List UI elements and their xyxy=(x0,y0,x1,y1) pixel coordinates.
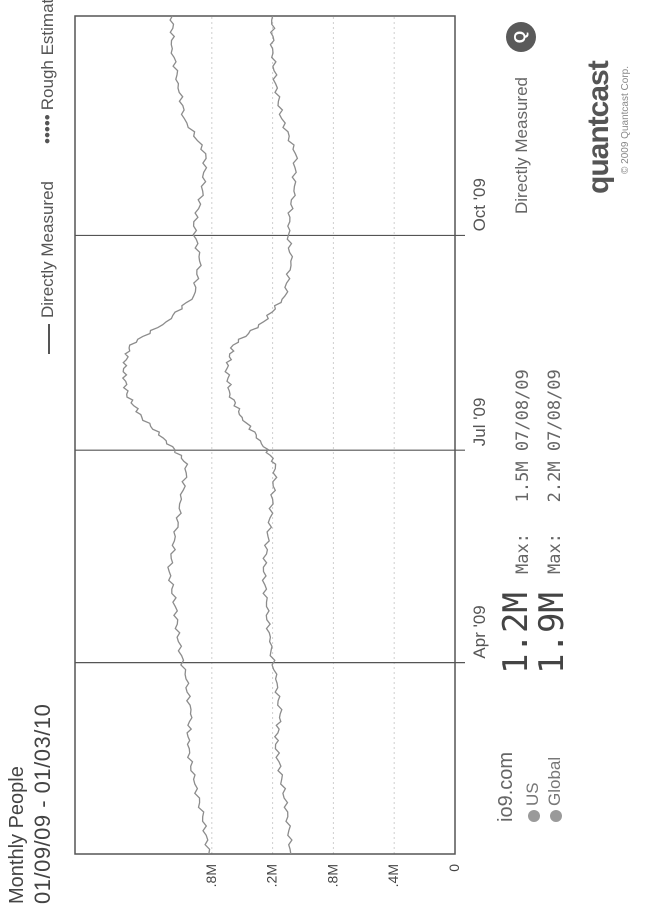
us-max-label: Max: xyxy=(513,533,533,574)
y-tick-label-4: 0 xyxy=(446,864,462,872)
global-value: 1.9M xyxy=(532,592,572,674)
us-max-value: 1.5M xyxy=(513,461,533,503)
x-tick-label-1: Jul '09 xyxy=(470,398,489,447)
series-layer xyxy=(121,15,299,855)
y-tick-label-1: .8M xyxy=(324,864,340,887)
y-tick-label-2: .2M xyxy=(264,864,280,887)
us-max: Max: 1.5M 07/08/09 xyxy=(513,369,533,574)
y-tick-label-0: .4M xyxy=(385,864,401,887)
x-tick-label-2: Oct '09 xyxy=(470,178,489,231)
y-tick-label-3: .8M xyxy=(203,864,219,887)
quantcast-logo[interactable]: quantcast xyxy=(582,61,615,194)
global-max: Max: 2.2M 07/08/09 xyxy=(545,369,565,574)
region-global: Global xyxy=(545,757,565,822)
global-max-value: 2.2M xyxy=(545,461,565,503)
quantcast-badge-icon[interactable]: Q xyxy=(506,22,536,52)
us-dot-icon xyxy=(527,810,540,822)
global-max-label: Max: xyxy=(545,533,565,574)
grid-layer xyxy=(75,16,465,854)
series-line-global xyxy=(121,15,211,855)
global-dot-icon xyxy=(549,810,562,822)
plot-frame xyxy=(74,15,456,855)
global-max-date: 07/08/09 xyxy=(545,369,565,452)
site-name: io9.com xyxy=(495,751,517,822)
us-max-date: 07/08/09 xyxy=(513,369,533,452)
copyright: © 2009 Quantcast Corp. xyxy=(620,66,631,174)
directly-measured-note: Directly Measured xyxy=(512,77,531,214)
region-global-label: Global xyxy=(545,756,564,806)
series-line-us xyxy=(224,15,299,855)
region-us-label: US xyxy=(523,782,542,806)
tick-layer: .4M .8M .2M .8M 0 Apr '09 Jul '09 Oct '09 xyxy=(203,178,489,887)
region-us: US xyxy=(523,782,543,822)
us-value: 1.2M xyxy=(496,592,536,674)
x-tick-label-0: Apr '09 xyxy=(470,605,489,658)
